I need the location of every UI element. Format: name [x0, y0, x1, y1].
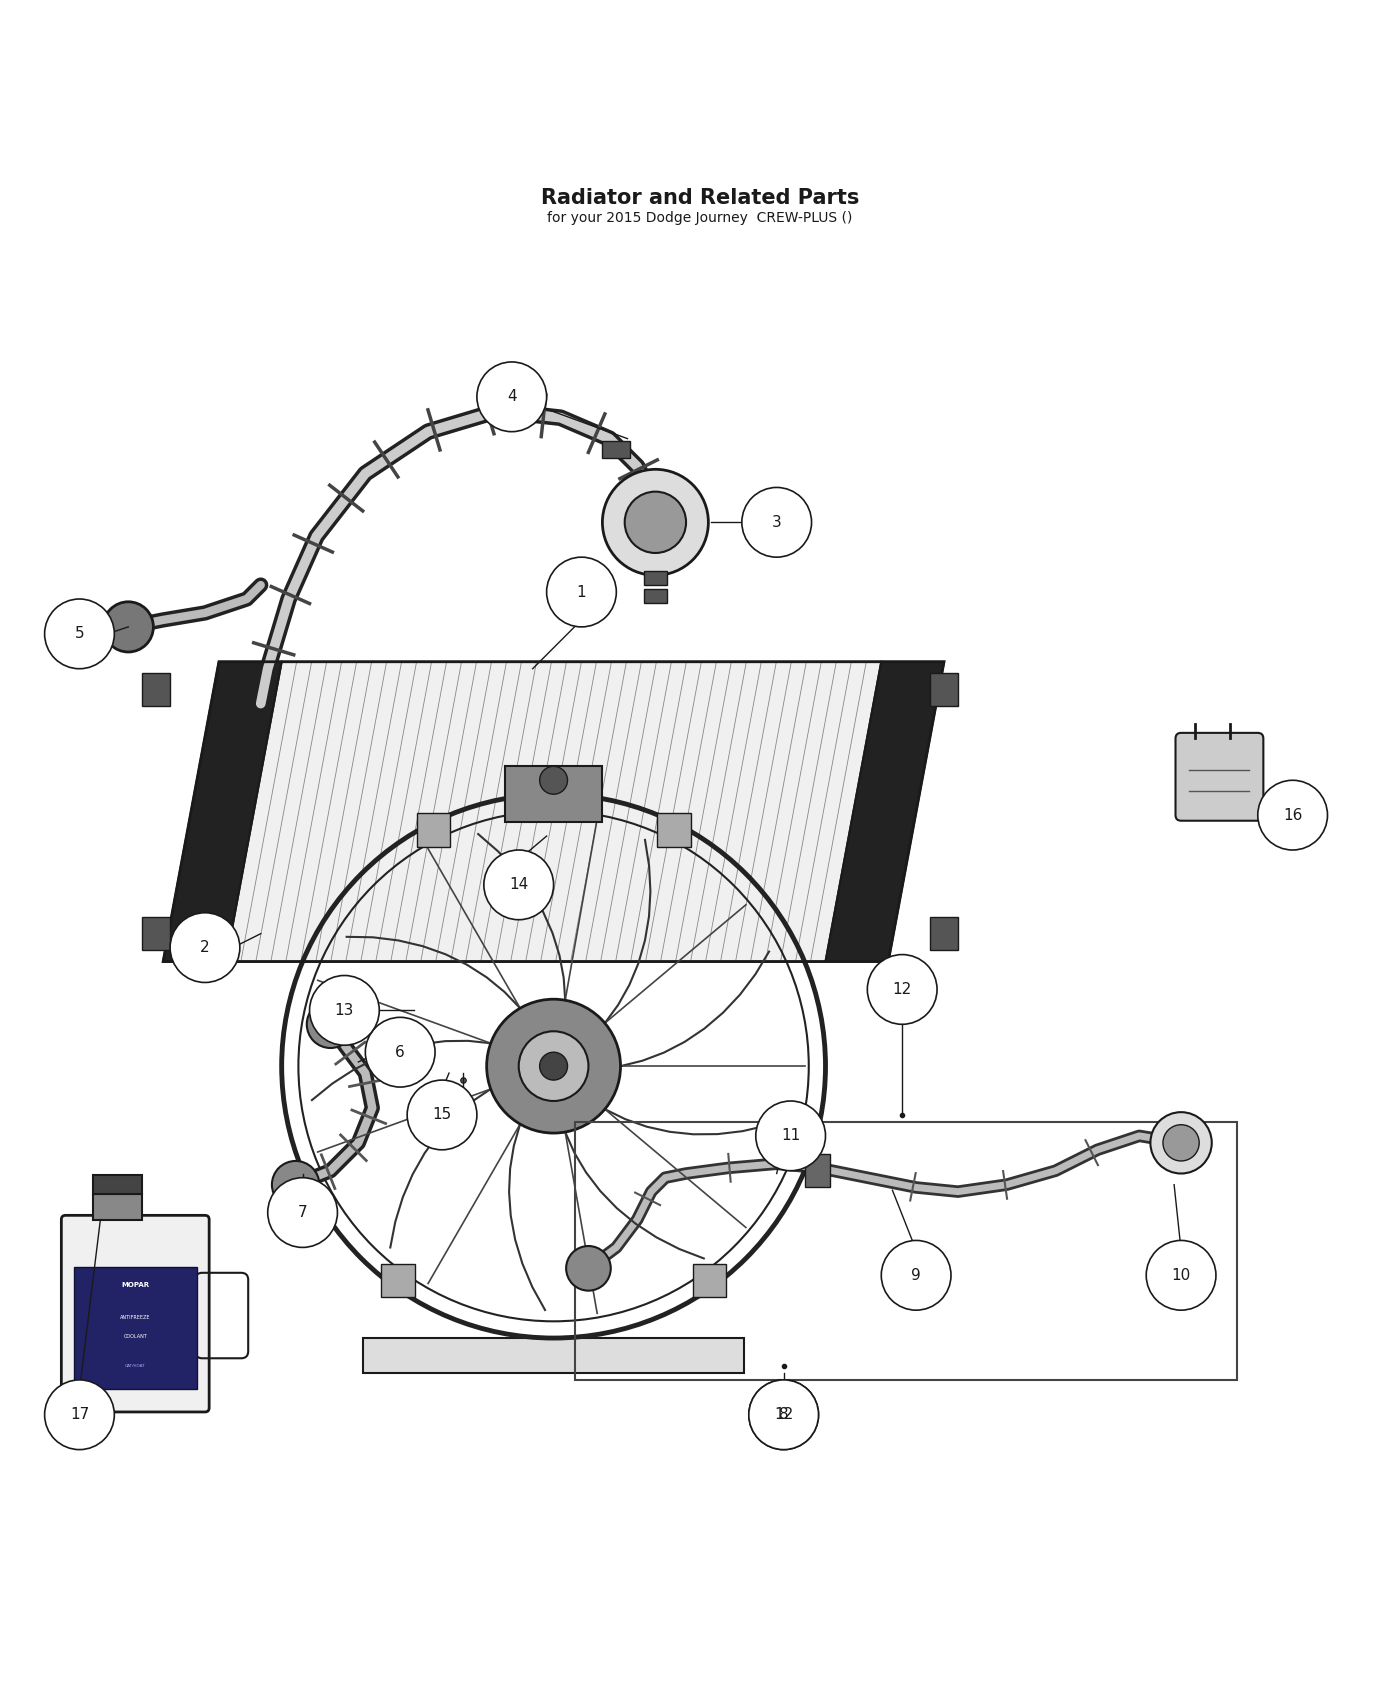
Text: 8: 8 — [778, 1408, 788, 1423]
Text: MOPAR: MOPAR — [122, 1282, 150, 1289]
Circle shape — [1151, 1112, 1212, 1173]
Circle shape — [749, 1380, 819, 1450]
Bar — [143, 916, 171, 950]
FancyBboxPatch shape — [1176, 733, 1263, 821]
Text: for your 2015 Dodge Journey  CREW-PLUS (): for your 2015 Dodge Journey CREW-PLUS () — [547, 211, 853, 226]
Circle shape — [868, 955, 937, 1025]
Bar — [505, 767, 602, 823]
Circle shape — [1147, 1241, 1217, 1311]
Circle shape — [756, 1102, 826, 1171]
Bar — [693, 1263, 727, 1297]
Text: 17: 17 — [70, 1408, 90, 1423]
Text: 5: 5 — [74, 626, 84, 641]
Circle shape — [546, 558, 616, 627]
Polygon shape — [225, 661, 881, 962]
Text: 11: 11 — [781, 1129, 801, 1144]
Circle shape — [407, 1080, 477, 1149]
Circle shape — [539, 767, 567, 794]
Text: 10: 10 — [1172, 1268, 1191, 1284]
Text: 6: 6 — [395, 1046, 405, 1059]
Bar — [644, 571, 666, 585]
Bar — [805, 1154, 830, 1188]
Circle shape — [566, 1246, 610, 1290]
Circle shape — [519, 1032, 588, 1102]
Polygon shape — [164, 661, 281, 962]
Bar — [657, 813, 690, 847]
Circle shape — [1257, 780, 1327, 850]
Text: 9: 9 — [911, 1268, 921, 1284]
Circle shape — [272, 1161, 319, 1209]
Text: 2: 2 — [200, 940, 210, 955]
Circle shape — [45, 1380, 115, 1450]
Circle shape — [487, 1000, 620, 1134]
Circle shape — [881, 1241, 951, 1311]
Bar — [381, 1263, 414, 1297]
Circle shape — [749, 1380, 819, 1450]
Circle shape — [267, 1178, 337, 1248]
Text: 7: 7 — [298, 1205, 308, 1221]
Text: 12: 12 — [774, 1408, 794, 1423]
Circle shape — [602, 469, 708, 575]
Text: 16: 16 — [1282, 808, 1302, 823]
Bar — [602, 442, 630, 459]
Text: 13: 13 — [335, 1003, 354, 1018]
Circle shape — [1163, 1125, 1200, 1161]
Circle shape — [742, 488, 812, 558]
Polygon shape — [826, 661, 944, 962]
Bar — [94, 1195, 143, 1219]
Circle shape — [477, 362, 546, 432]
Text: ANTIFREEZE: ANTIFREEZE — [120, 1314, 150, 1319]
Text: 3: 3 — [771, 515, 781, 530]
Circle shape — [309, 976, 379, 1046]
Text: COOLANT: COOLANT — [123, 1334, 147, 1338]
Text: Radiator and Related Parts: Radiator and Related Parts — [540, 187, 860, 207]
Circle shape — [104, 602, 154, 653]
Text: 14: 14 — [510, 877, 528, 893]
Bar — [644, 590, 666, 604]
Bar — [94, 1175, 143, 1195]
Bar — [574, 1122, 1236, 1380]
Text: 15: 15 — [433, 1107, 452, 1122]
Circle shape — [484, 850, 553, 920]
Circle shape — [624, 491, 686, 552]
Bar — [74, 1266, 196, 1389]
Text: OAT/HOAT: OAT/HOAT — [125, 1365, 146, 1369]
Circle shape — [45, 598, 115, 668]
Circle shape — [365, 1017, 435, 1086]
Bar — [930, 673, 958, 707]
FancyBboxPatch shape — [62, 1216, 209, 1413]
Bar — [930, 916, 958, 950]
Polygon shape — [363, 1338, 743, 1374]
Bar — [417, 813, 449, 847]
Text: 12: 12 — [893, 983, 911, 996]
Text: 4: 4 — [507, 389, 517, 405]
Circle shape — [539, 1052, 567, 1080]
Text: 1: 1 — [577, 585, 587, 600]
Circle shape — [171, 913, 239, 983]
Circle shape — [307, 1001, 354, 1047]
Bar — [143, 673, 171, 707]
